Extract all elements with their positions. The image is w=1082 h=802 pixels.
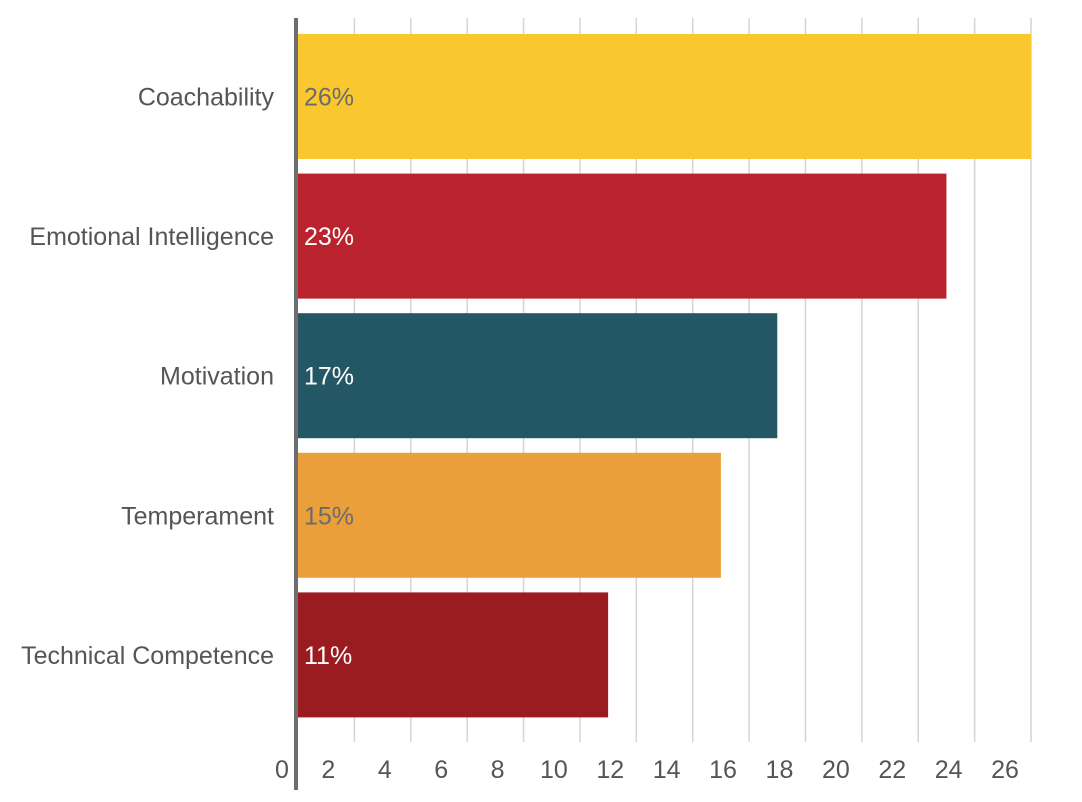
x-tick-label-12: 12 [596,756,624,784]
category-label-coachability: Coachability [138,84,275,112]
value-labels-group: 26% 23% 17% 15% 11% [304,84,354,670]
value-label-motivation: 17% [304,363,354,391]
category-label-motivation: Motivation [160,363,274,391]
x-tick-label-24: 24 [935,756,963,784]
bar-emotional-intelligence [298,173,947,299]
x-tick-label-0: 0 [275,756,289,784]
bar-technical-competence [298,592,609,718]
x-tick-label-8: 8 [491,756,505,784]
value-label-coachability: 26% [304,84,354,112]
x-tick-label-22: 22 [878,756,906,784]
x-tick-label-20: 20 [822,756,850,784]
category-label-emotional-intelligence: Emotional Intelligence [29,223,274,251]
bar-temperament [298,452,721,578]
bar-coachability [298,34,1031,159]
x-tick-label-16: 16 [709,756,737,784]
x-tick-label-14: 14 [653,756,681,784]
bar-motivation [298,313,778,439]
bars-group [298,34,1031,718]
x-tick-label-26: 26 [991,756,1019,784]
x-tick-label-6: 6 [434,756,448,784]
value-label-emotional-intelligence: 23% [304,223,354,251]
category-label-technical-competence: Technical Competence [21,642,274,670]
category-label-temperament: Temperament [121,502,274,530]
x-tick-labels-group: 0 2 4 6 8 10 12 14 16 18 20 22 24 26 [275,756,1019,784]
x-tick-label-4: 4 [378,756,392,784]
x-tick-label-10: 10 [540,756,568,784]
x-tick-label-2: 2 [321,756,335,784]
x-tick-label-18: 18 [766,756,794,784]
category-labels-group: Coachability Emotional Intelligence Motiva… [21,84,274,670]
value-label-temperament: 15% [304,502,354,530]
value-label-technical-competence: 11% [304,642,352,670]
